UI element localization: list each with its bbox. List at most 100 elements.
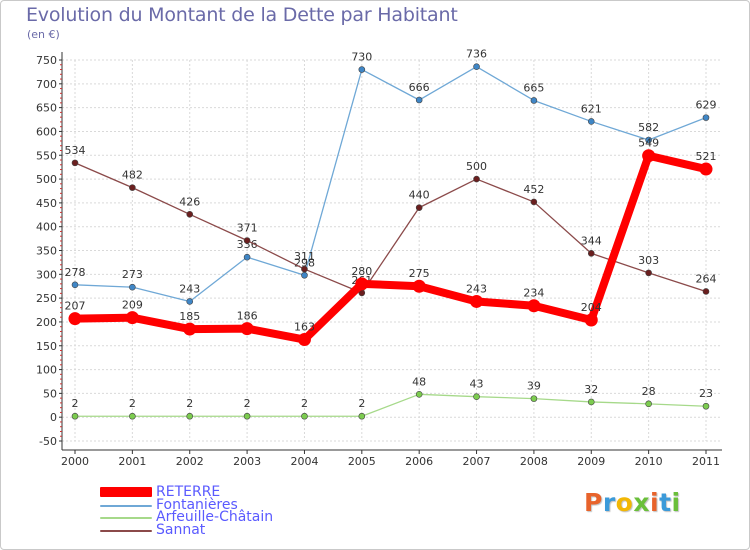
- legend-label: Fontanières: [156, 496, 238, 513]
- data-label: 665: [523, 81, 544, 94]
- data-label: 2: [244, 397, 251, 410]
- x-tick-label: 2009: [577, 455, 605, 468]
- y-tick-label: 0: [50, 411, 57, 424]
- data-point: [473, 175, 480, 183]
- data-label: 582: [638, 121, 659, 134]
- x-tick-label: 2000: [61, 455, 89, 468]
- data-label: 278: [65, 266, 86, 279]
- data-point: [530, 97, 538, 104]
- data-point: [699, 162, 713, 176]
- data-point: [358, 66, 366, 73]
- x-tick-label: 2008: [520, 455, 548, 468]
- data-point: [243, 237, 251, 244]
- data-label: 204: [581, 301, 602, 314]
- legend-swatch: [100, 504, 152, 507]
- data-point: [186, 298, 194, 305]
- data-label: 243: [466, 282, 487, 295]
- x-tick-label: 2010: [635, 455, 663, 468]
- data-point: [645, 400, 652, 408]
- data-label: 186: [237, 310, 258, 323]
- data-label: 273: [122, 268, 143, 281]
- data-point: [68, 312, 82, 326]
- data-point: [183, 322, 197, 336]
- data-point: [587, 250, 595, 257]
- data-point: [355, 277, 369, 291]
- legend-label: RETERRE: [156, 484, 221, 500]
- data-label: 243: [179, 282, 200, 295]
- x-tick-label: 2005: [348, 455, 376, 468]
- data-point: [243, 253, 251, 261]
- data-point: [240, 322, 254, 336]
- y-tick-label: 500: [36, 173, 57, 186]
- data-label: 48: [412, 375, 426, 388]
- y-tick-label: 200: [36, 316, 57, 329]
- data-point: [301, 412, 308, 420]
- data-label: 2: [301, 397, 308, 410]
- y-tick-label: 250: [36, 292, 57, 305]
- data-point: [71, 412, 79, 420]
- data-label: 344: [581, 234, 602, 247]
- data-label: 2: [72, 397, 79, 410]
- data-label: 303: [638, 254, 659, 267]
- data-point: [301, 271, 308, 279]
- data-label: 43: [470, 378, 484, 391]
- data-point: [71, 281, 79, 289]
- y-tick-label: 450: [36, 197, 57, 210]
- data-point: [702, 288, 710, 295]
- data-point: [186, 412, 194, 420]
- y-tick-label: 700: [36, 78, 57, 91]
- data-label: 534: [65, 144, 86, 157]
- x-tick-label: 2011: [692, 455, 720, 468]
- data-point: [412, 279, 426, 293]
- data-label: 23: [699, 387, 713, 400]
- data-point: [186, 211, 194, 218]
- data-label: 2: [186, 397, 193, 410]
- data-label: 32: [584, 383, 598, 396]
- data-label: 500: [466, 160, 487, 173]
- data-label: 426: [179, 195, 200, 208]
- x-tick-label: 2002: [176, 455, 204, 468]
- y-tick-label: 650: [36, 102, 57, 115]
- data-label: 621: [581, 102, 602, 115]
- data-point: [415, 204, 423, 211]
- data-label: 185: [179, 310, 200, 323]
- x-tick-label: 2001: [118, 455, 146, 468]
- data-label: 2: [358, 397, 365, 410]
- data-point: [527, 299, 541, 313]
- legend-swatch: [100, 529, 152, 532]
- legend-swatch: [100, 517, 152, 519]
- data-label: 482: [122, 169, 143, 182]
- data-label: 730: [351, 51, 372, 64]
- data-point: [473, 63, 480, 70]
- data-label: 736: [466, 48, 487, 61]
- data-label: 521: [696, 150, 717, 163]
- y-tick-label: 600: [36, 125, 57, 138]
- y-tick-label: 400: [36, 221, 57, 234]
- y-tick-label: -50: [39, 435, 57, 448]
- data-point: [415, 96, 423, 104]
- data-point: [645, 269, 652, 277]
- legend-label: Sannat: [156, 521, 206, 538]
- data-point: [702, 114, 710, 121]
- data-point: [642, 149, 656, 163]
- data-point: [129, 184, 136, 191]
- data-point: [243, 412, 251, 420]
- data-label: 207: [65, 300, 86, 313]
- data-label: 280: [351, 265, 372, 278]
- series-line: [74, 393, 707, 417]
- data-label: 336: [237, 238, 258, 251]
- data-label: 629: [696, 99, 717, 112]
- data-point: [530, 198, 538, 206]
- data-point: [530, 395, 538, 402]
- data-point: [587, 398, 595, 406]
- series-line: [74, 162, 707, 294]
- data-point: [415, 391, 423, 398]
- y-tick-label: 350: [36, 245, 57, 258]
- data-point: [702, 402, 710, 410]
- data-point: [358, 412, 366, 420]
- x-tick-label: 2004: [290, 455, 318, 468]
- chart-subtitle: (en €): [27, 28, 60, 41]
- data-label: 440: [409, 189, 430, 202]
